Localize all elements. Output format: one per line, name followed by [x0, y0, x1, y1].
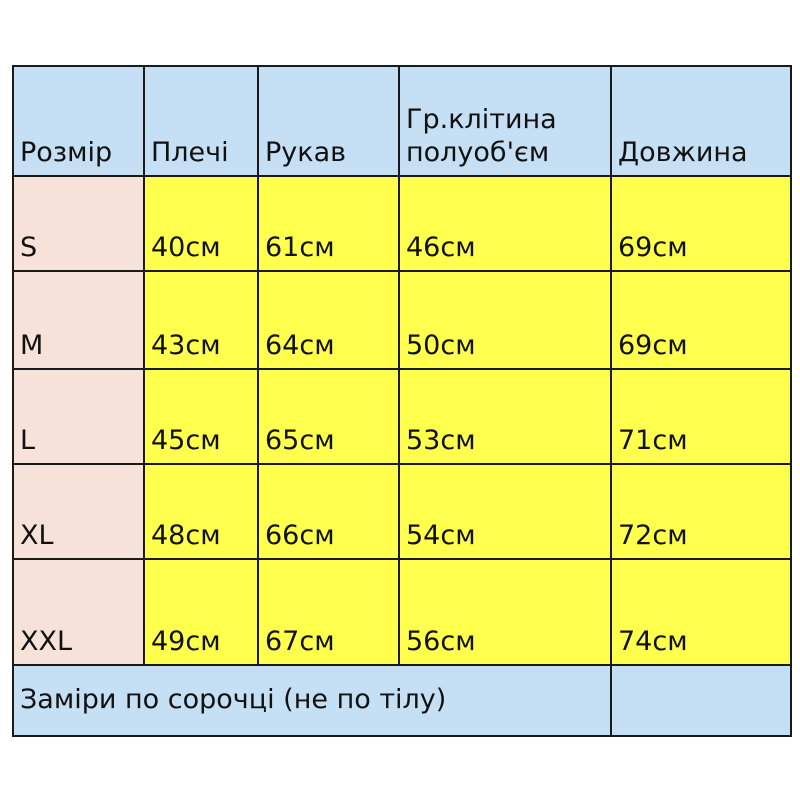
header-shoulders: Плечі [143, 65, 259, 177]
cell-size: XL [12, 463, 145, 560]
cell-length: 71см [610, 368, 792, 465]
table-row: XL 48см 66см 54см 72см [12, 463, 792, 560]
cell-chest: 46см [398, 175, 612, 272]
footer-empty-cell [610, 664, 792, 737]
cell-size: L [12, 368, 145, 465]
cell-size: S [12, 175, 145, 272]
table-row: XXL 49см 67см 56см 74см [12, 558, 792, 666]
cell-length: 69см [610, 270, 792, 370]
size-chart-table: Розмір Плечі Рукав Гр.клітина полуоб'єм Д… [12, 65, 792, 737]
cell-shoulders: 43см [143, 270, 259, 370]
cell-sleeve: 66см [257, 463, 400, 560]
cell-sleeve: 67см [257, 558, 400, 666]
cell-length: 72см [610, 463, 792, 560]
cell-shoulders: 45см [143, 368, 259, 465]
cell-shoulders: 48см [143, 463, 259, 560]
header-chest-line1: Гр.клітина [406, 104, 557, 136]
cell-chest: 56см [398, 558, 612, 666]
cell-chest: 50см [398, 270, 612, 370]
cell-shoulders: 49см [143, 558, 259, 666]
header-size: Розмір [12, 65, 145, 177]
table-row: L 45см 65см 53см 71см [12, 368, 792, 465]
header-row: Розмір Плечі Рукав Гр.клітина полуоб'єм Д… [12, 65, 792, 177]
header-sleeve: Рукав [257, 65, 400, 177]
header-chest-line2: полуоб'єм [406, 136, 550, 168]
cell-chest: 54см [398, 463, 612, 560]
cell-length: 74см [610, 558, 792, 666]
footer-row: Заміри по сорочці (не по тілу) [12, 664, 792, 737]
header-chest: Гр.клітина полуоб'єм [398, 65, 612, 177]
cell-sleeve: 64см [257, 270, 400, 370]
cell-size: M [12, 270, 145, 370]
footer-note: Заміри по сорочці (не по тілу) [12, 664, 612, 737]
cell-sleeve: 65см [257, 368, 400, 465]
cell-shoulders: 40см [143, 175, 259, 272]
cell-length: 69см [610, 175, 792, 272]
cell-size: XXL [12, 558, 145, 666]
table-row: M 43см 64см 50см 69см [12, 270, 792, 370]
header-length: Довжина [610, 65, 792, 177]
cell-sleeve: 61см [257, 175, 400, 272]
cell-chest: 53см [398, 368, 612, 465]
table-row: S 40см 61см 46см 69см [12, 175, 792, 272]
